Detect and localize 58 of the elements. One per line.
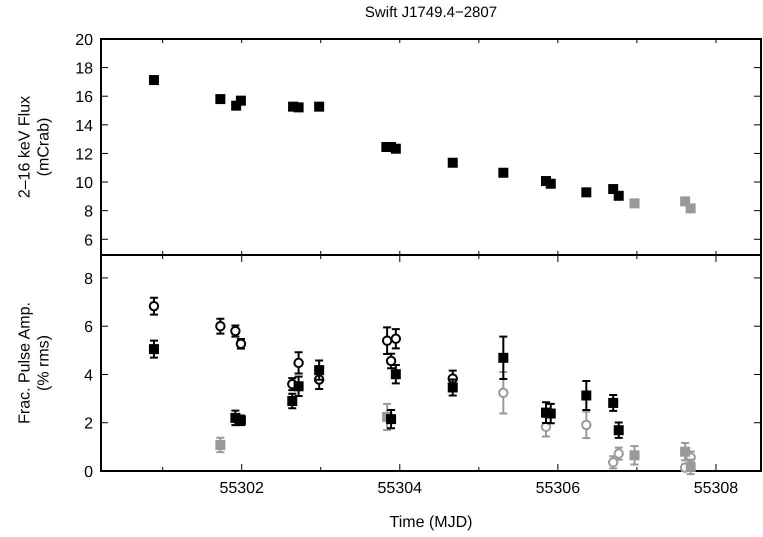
- y-tick-label: 16: [75, 89, 94, 106]
- point: [546, 178, 556, 189]
- point: [630, 198, 640, 208]
- point: [148, 75, 159, 86]
- point: [314, 102, 324, 112]
- point: [390, 334, 402, 344]
- y-tick-label: 0: [84, 464, 94, 481]
- point: [382, 335, 392, 346]
- point: [293, 358, 304, 368]
- point: [686, 203, 696, 214]
- point: [148, 344, 159, 354]
- point: [314, 365, 324, 376]
- point: [498, 352, 508, 363]
- y-tick-label: 20: [75, 32, 94, 49]
- point: [148, 300, 160, 312]
- y-tick-label: 2: [84, 416, 94, 433]
- point: [614, 190, 624, 201]
- point: [498, 388, 509, 398]
- x-tick-label: 55308: [694, 480, 738, 497]
- y-tick-label: 8: [84, 204, 94, 221]
- point: [546, 408, 556, 419]
- point: [386, 356, 396, 366]
- point: [448, 382, 458, 392]
- point: [581, 390, 592, 400]
- y-tick-label: 8: [84, 270, 94, 288]
- point: [215, 94, 226, 104]
- y-tick-label: 10: [75, 175, 94, 192]
- point: [386, 414, 396, 424]
- point: [498, 168, 508, 178]
- point: [448, 158, 458, 168]
- chart-title: Swift J1749.4−2807: [364, 4, 498, 21]
- point: [390, 369, 401, 380]
- point: [215, 440, 226, 450]
- x-tick-label: 55304: [378, 480, 422, 497]
- point: [680, 446, 690, 457]
- y-tick-label: 6: [84, 232, 94, 250]
- point: [236, 96, 246, 106]
- point: [630, 450, 640, 460]
- point: [294, 102, 304, 112]
- y-tick-label: 6: [84, 319, 94, 336]
- point: [614, 425, 624, 436]
- x-tick-label: 55302: [219, 480, 264, 497]
- x-tick-label: 55306: [536, 480, 580, 497]
- point: [390, 144, 401, 154]
- point: [686, 462, 696, 472]
- point: [294, 381, 304, 392]
- point: [581, 187, 592, 198]
- y-tick-label: 12: [75, 146, 94, 164]
- point: [581, 420, 592, 430]
- y-axis-title: 2–16 keV Flux (mCrab): [16, 96, 52, 198]
- y-tick-label: 18: [75, 60, 94, 78]
- point: [215, 320, 226, 332]
- y-axis-title: Frac. Pulse Amp. (% rms): [16, 302, 52, 424]
- y-tick-label: 4: [84, 367, 94, 384]
- point: [287, 396, 298, 406]
- point: [608, 398, 618, 408]
- x-axis-title: Time (MJD): [390, 514, 472, 531]
- y-tick-label: 14: [75, 118, 94, 135]
